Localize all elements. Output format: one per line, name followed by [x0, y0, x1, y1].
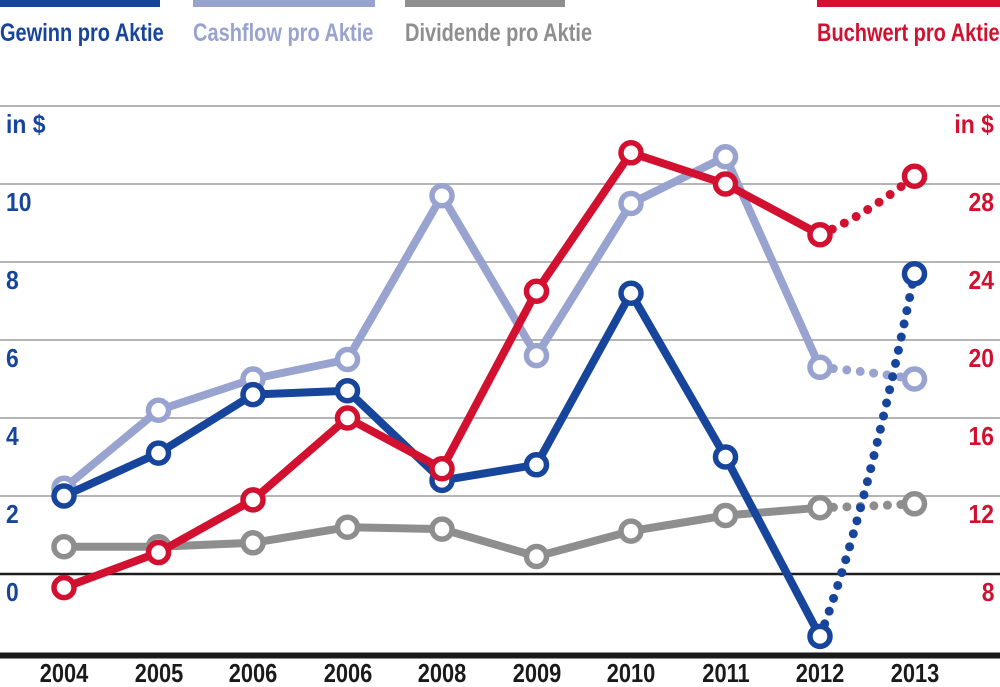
- series-dotted-forecast-dividende: [815, 499, 919, 513]
- x-axis-label-2: 2006: [228, 658, 278, 687]
- x-axis-label-4: 2008: [417, 658, 467, 687]
- right-axis-tick-28: 28: [968, 187, 994, 217]
- legend-item-buchwert: Buchwert pro Aktie: [817, 0, 1000, 47]
- x-axis-label-6: 2010: [606, 658, 656, 687]
- x-axis-label-9: 2013: [890, 658, 939, 687]
- left-axis-tick-0: 0: [6, 577, 19, 607]
- right-axis-tick-16: 16: [968, 421, 994, 451]
- marker-dividende-2012: [807, 494, 833, 521]
- legend-item-dividende: Dividende pro Aktie: [405, 0, 593, 47]
- x-axis-label-5: 2009: [512, 658, 561, 687]
- marker-buchwert-2013: [901, 163, 928, 189]
- marker-gewinn-2012: [807, 623, 833, 650]
- marker-cashflow-2006: [334, 346, 361, 373]
- marker-cashflow-2011: [712, 143, 739, 170]
- marker-cashflow-2009: [523, 342, 550, 369]
- x-axis-label-3: 2006: [323, 658, 372, 687]
- marker-buchwert-2011: [712, 171, 739, 197]
- right-axis-tick-8: 8: [981, 577, 994, 607]
- marker-dividende-2010: [618, 518, 644, 544]
- marker-dividende-2011: [712, 502, 739, 529]
- marker-gewinn-2004: [51, 483, 77, 509]
- marker-dividende-2013: [901, 491, 928, 517]
- x-axis-label-0: 2004: [39, 658, 89, 687]
- marker-gewinn-2006: [334, 377, 361, 404]
- left-axis-tick-6: 6: [6, 343, 19, 373]
- legend: Gewinn pro Aktie Cashflow pro Aktie Divi…: [0, 0, 1000, 60]
- marker-buchwert-2009: [523, 278, 550, 304]
- left-axis-tick-8: 8: [6, 265, 19, 295]
- x-axis-label-7: 2011: [701, 658, 750, 687]
- marker-buchwert-2006: [334, 405, 361, 431]
- left-axis-tick-2: 2: [6, 499, 19, 529]
- marker-gewinn-2010: [618, 280, 644, 306]
- legend-label-gewinn: Gewinn pro Aktie: [0, 19, 164, 47]
- legend-item-cashflow: Cashflow pro Aktie: [193, 0, 375, 47]
- marker-gewinn-2011: [712, 444, 739, 470]
- marker-cashflow-2013: [901, 366, 928, 392]
- x-axis-label-1: 2005: [134, 658, 183, 687]
- marker-dividende-2008: [429, 516, 455, 542]
- left-axis-unit-label: in $: [6, 109, 46, 139]
- marker-buchwert-2006: [240, 487, 266, 513]
- x-axis-label-8: 2012: [795, 658, 845, 687]
- marker-gewinn-2006: [240, 381, 266, 408]
- right-axis-unit-label: in $: [954, 109, 994, 139]
- marker-gewinn-2009: [523, 452, 550, 478]
- legend-color-bar-gewinn: [0, 0, 160, 7]
- legend-color-bar-dividende: [405, 0, 565, 7]
- marker-buchwert-2004: [51, 574, 77, 601]
- left-axis-tick-10: 10: [6, 187, 32, 217]
- legend-item-gewinn: Gewinn pro Aktie: [0, 0, 164, 47]
- marker-cashflow-2005: [145, 397, 172, 423]
- legend-label-dividende: Dividende pro Aktie: [405, 19, 593, 47]
- legend-color-bar-buchwert: [817, 0, 1000, 7]
- right-axis-tick-20: 20: [968, 343, 994, 373]
- marker-dividende-2006: [240, 530, 266, 556]
- legend-label-cashflow: Cashflow pro Aktie: [193, 19, 374, 47]
- series-dotted-forecast-gewinn: [815, 269, 919, 641]
- marker-cashflow-2008: [429, 182, 455, 209]
- marker-dividende-2009: [523, 543, 550, 570]
- marker-buchwert-2012: [807, 221, 833, 248]
- legend-color-bar-cashflow: [193, 0, 375, 7]
- marker-gewinn-2005: [145, 440, 172, 466]
- marker-dividende-2006: [334, 514, 361, 540]
- marker-buchwert-2010: [618, 140, 644, 166]
- right-axis-tick-24: 24: [968, 265, 994, 295]
- legend-label-buchwert: Buchwert pro Aktie: [817, 19, 1000, 47]
- marker-gewinn-2013: [901, 260, 928, 287]
- right-axis-tick-12: 12: [968, 499, 994, 529]
- marker-buchwert-2005: [145, 539, 172, 566]
- marker-buchwert-2008: [429, 455, 455, 482]
- series-dotted-forecast-cashflow: [815, 362, 919, 384]
- left-axis-tick-4: 4: [6, 421, 19, 451]
- marker-cashflow-2012: [807, 354, 833, 381]
- marker-cashflow-2010: [618, 190, 644, 217]
- marker-dividende-2004: [51, 533, 77, 560]
